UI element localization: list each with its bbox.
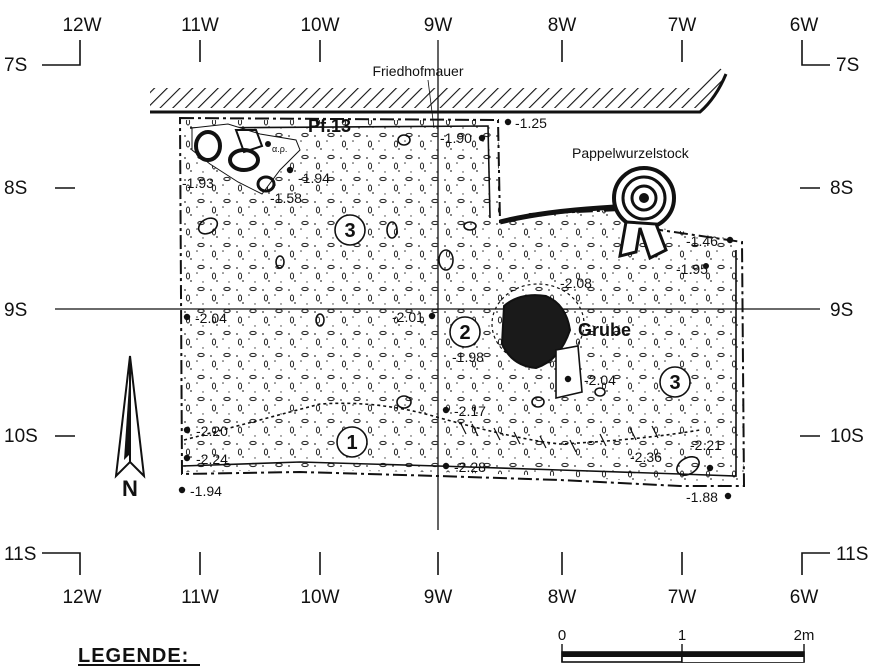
col-label-top: 6W [790, 15, 819, 36]
elevation-label: -2.28 [454, 459, 486, 475]
col-label-bottom: 7W [668, 587, 697, 608]
col-label-bottom: 9W [424, 587, 453, 608]
scale-bar [561, 644, 805, 663]
col-label-bottom: 6W [790, 587, 819, 608]
north-label: N [122, 476, 138, 501]
zone-label: 3 [669, 372, 680, 394]
wall-label: Friedhofmauer [372, 63, 463, 79]
elevation-label: -2.04 [195, 310, 227, 326]
edge-hachures [459, 421, 659, 453]
elevation-label: -1.88 [686, 489, 718, 505]
col-label-bottom: 10W [300, 587, 339, 608]
row-label-right: 8S [830, 178, 853, 199]
elevation-label: -2.17 [454, 403, 486, 419]
col-label-top: 12W [62, 15, 101, 36]
north-arrow-icon [114, 355, 146, 479]
col-label-bottom: 8W [548, 587, 577, 608]
elevation-label: -1.94 [190, 483, 222, 499]
elevation-label: -2.04 [584, 372, 616, 388]
row-label-left: 10S [4, 426, 38, 447]
elevation-label: -2.20 [196, 423, 228, 439]
elevation-label: -2.21 [690, 437, 722, 453]
elevation-label: -2.36 [630, 449, 662, 465]
row-label-right: 7S [836, 55, 859, 76]
posthole-label: Pf.13 [308, 116, 351, 136]
stones [197, 134, 700, 476]
stump-label: Pappelwurzelstock [572, 145, 690, 161]
inner-boundary [181, 125, 737, 477]
row-label-right: 10S [830, 426, 864, 447]
row-label-right: 9S [830, 300, 853, 321]
elevation-label: -1.25 [515, 115, 547, 131]
poplar-stump [499, 166, 676, 261]
posthole-pf13: α.ρ. [191, 123, 301, 195]
col-label-top: 9W [424, 15, 453, 36]
elevation-points [178, 118, 734, 500]
scale-label: 2m [794, 627, 815, 644]
row-label-right: 11S [836, 544, 868, 565]
row-label-left: 11S [4, 544, 36, 565]
elevation-label: -1.94 [298, 170, 330, 186]
wall-hatching [150, 66, 726, 108]
excavation-fill [180, 120, 744, 486]
elevation-label: -1.98 [452, 349, 484, 365]
row-label-left: 7S [4, 55, 27, 76]
col-label-top: 10W [300, 15, 339, 36]
zone-label: 2 [459, 322, 470, 344]
posthole-annotation: α.ρ. [272, 144, 287, 154]
zone-markers [334, 214, 691, 458]
zone-label: 3 [344, 220, 355, 242]
col-label-top: 8W [548, 15, 577, 36]
elevation-label: -2.24 [196, 451, 228, 467]
legend-title: LEGENDE: [78, 645, 189, 667]
grid-ticks [42, 40, 830, 575]
scale-label: 0 [558, 627, 566, 644]
wall-line [150, 73, 728, 114]
elevation-label: -1.90 [440, 130, 472, 146]
elevation-label: -1.46 [686, 233, 718, 249]
row-label-left: 8S [4, 178, 27, 199]
elevation-label: -1.58 [270, 190, 302, 206]
col-label-bottom: 12W [62, 587, 101, 608]
pit-label: Grube [578, 320, 631, 340]
elevation-label: -2.08 [560, 275, 592, 291]
elevation-label: -1.95 [676, 261, 708, 277]
elevation-label: -1.93 [182, 175, 214, 191]
row-label-left: 9S [4, 300, 27, 321]
col-label-bottom: 11W [181, 587, 219, 608]
col-label-top: 11W [181, 15, 219, 36]
zone-label: 1 [346, 432, 357, 454]
pit-grube [491, 283, 585, 400]
elevation-label: -2.01 [392, 309, 424, 325]
col-label-top: 7W [668, 15, 697, 36]
scale-label: 1 [678, 627, 686, 644]
